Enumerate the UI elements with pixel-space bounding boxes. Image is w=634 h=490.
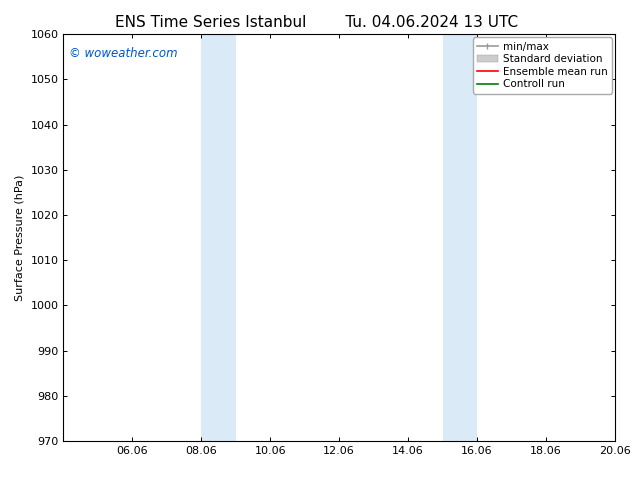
Y-axis label: Surface Pressure (hPa): Surface Pressure (hPa): [15, 174, 25, 301]
Bar: [202, 34, 236, 441]
Legend: min/max, Standard deviation, Ensemble mean run, Controll run: min/max, Standard deviation, Ensemble me…: [473, 37, 612, 94]
Bar: [443, 34, 477, 441]
Text: © woweather.com: © woweather.com: [69, 47, 178, 59]
Text: ENS Time Series Istanbul        Tu. 04.06.2024 13 UTC: ENS Time Series Istanbul Tu. 04.06.2024 …: [115, 15, 519, 30]
